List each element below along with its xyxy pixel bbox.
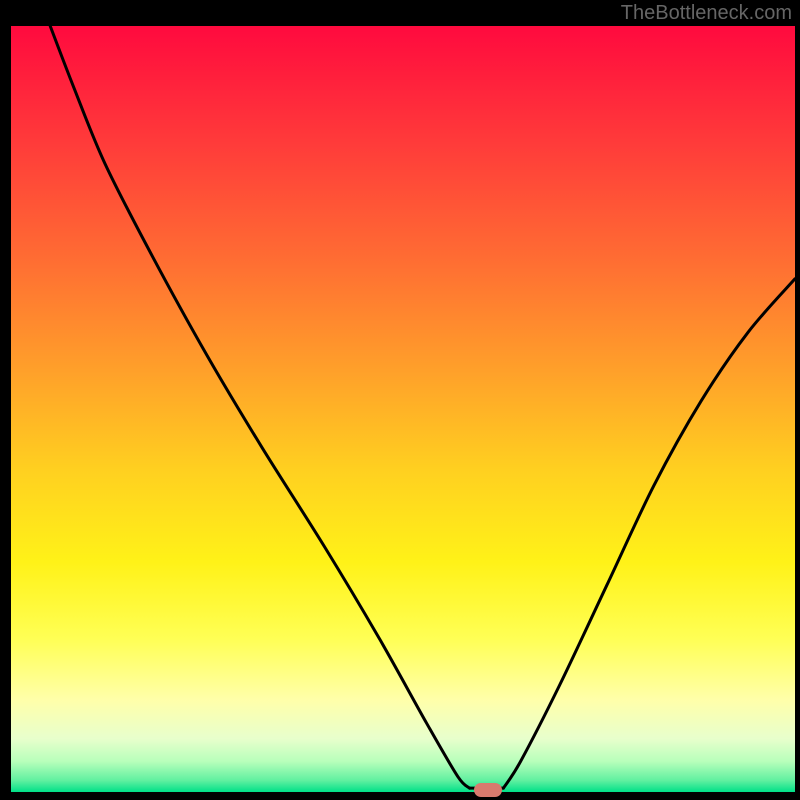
- watermark-text: TheBottleneck.com: [621, 2, 792, 25]
- bottleneck-chart: TheBottleneck.com: [0, 0, 800, 800]
- optimal-marker: [474, 783, 502, 797]
- plot-area: [11, 26, 795, 792]
- curve-line: [11, 26, 795, 792]
